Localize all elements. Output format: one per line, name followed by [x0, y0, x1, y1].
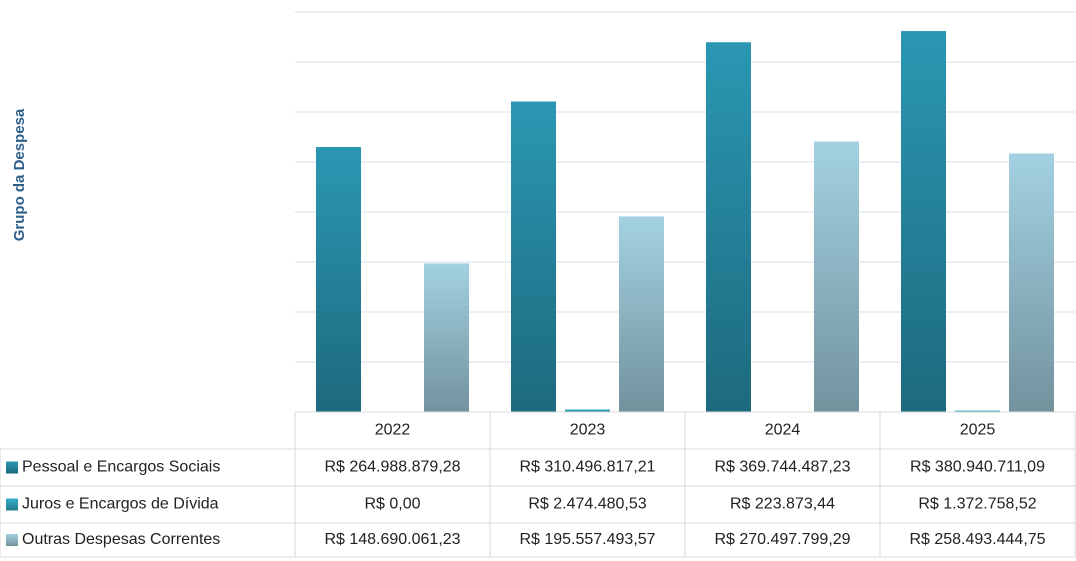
table-value: R$ 369.744.487,23 — [714, 459, 850, 476]
x-tick-label: 2023 — [570, 422, 606, 439]
y-axis-title: Grupo da Despesa — [11, 108, 28, 241]
table-value: R$ 0,00 — [364, 496, 420, 513]
bar-shade — [619, 216, 664, 412]
bar-shade — [565, 409, 610, 412]
legend-label: Outras Despesas Correntes — [22, 531, 220, 548]
bar-shade — [901, 31, 946, 412]
legend-label: Pessoal e Encargos Sociais — [22, 459, 220, 476]
x-tick-label: 2022 — [375, 422, 411, 439]
table-value: R$ 223.873,44 — [730, 496, 835, 513]
table-value: R$ 264.988.879,28 — [324, 459, 460, 476]
bar-shade — [316, 147, 361, 413]
x-tick-label: 2024 — [765, 422, 801, 439]
x-tick-label: 2025 — [960, 422, 996, 439]
table-value: R$ 1.372.758,52 — [918, 496, 1036, 513]
bar-shade — [955, 410, 1000, 412]
table-value: R$ 258.493.444,75 — [909, 531, 1045, 548]
table-value: R$ 270.497.799,29 — [714, 531, 850, 548]
bar-shade — [1009, 153, 1054, 412]
table-value: R$ 148.690.061,23 — [324, 531, 460, 548]
table-value: R$ 2.474.480,53 — [528, 496, 646, 513]
table-value: R$ 380.940.711,09 — [910, 459, 1045, 476]
legend-label: Juros e Encargos de Dívida — [22, 496, 219, 513]
legend-swatch-shade — [6, 498, 18, 511]
bar-shade — [814, 141, 859, 412]
legend-swatch-shade — [6, 461, 18, 474]
bar-shade — [706, 42, 751, 412]
bar-shade — [424, 263, 469, 412]
legend-swatch-shade — [6, 534, 18, 546]
bar-shade — [511, 101, 556, 413]
table-value: R$ 310.496.817,21 — [519, 459, 655, 476]
table-value: R$ 195.557.493,57 — [519, 531, 655, 548]
